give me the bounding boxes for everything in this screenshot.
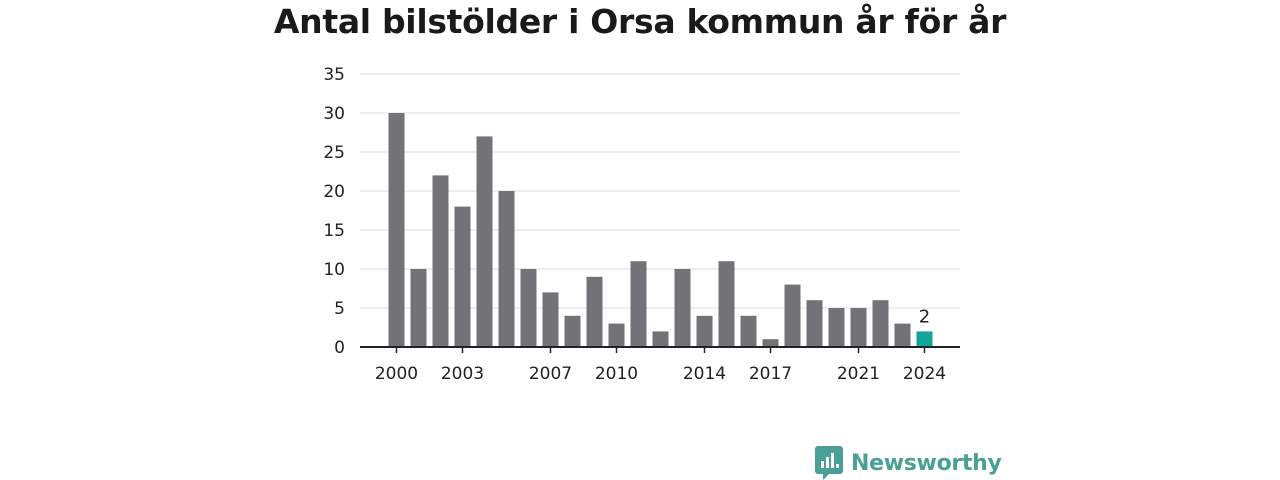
data-label-2024: 2 — [919, 306, 930, 327]
bar-2010 — [608, 323, 625, 347]
bar-2011 — [630, 261, 647, 347]
bar-2020 — [828, 308, 845, 347]
gridlines — [360, 73, 960, 309]
y-tick-label-25: 25 — [323, 143, 345, 163]
x-tick-label-2003: 2003 — [441, 364, 484, 384]
y-tick-label-0: 0 — [334, 338, 345, 358]
bar-2018 — [784, 284, 801, 347]
x-tick-label-2000: 2000 — [375, 364, 418, 384]
bar-2023 — [894, 323, 911, 347]
bar-2002 — [432, 175, 449, 347]
axes — [360, 346, 960, 353]
brand-name: Newsworthy — [851, 450, 1002, 476]
bar-2024 — [916, 331, 933, 347]
bar-2016 — [740, 315, 757, 347]
x-tick-label-2014: 2014 — [683, 364, 726, 384]
y-tick-label-5: 5 — [334, 299, 345, 319]
bar-2013 — [674, 269, 691, 347]
x-tick-label-2017: 2017 — [749, 364, 792, 384]
bar-2000 — [388, 113, 405, 347]
labels: 0 5 10 15 20 25 30 35 2000 2003 2007 2010 2014 2017 20… — [323, 65, 946, 384]
bar-2003 — [454, 206, 471, 347]
x-tick-label-2024: 2024 — [903, 364, 946, 384]
bar-2009 — [586, 276, 603, 347]
bar-2021 — [850, 308, 867, 347]
brand: Newsworthy — [815, 446, 1002, 480]
bar-2006 — [520, 269, 537, 347]
bar-2007 — [542, 292, 559, 347]
y-tick-label-20: 20 — [323, 182, 345, 202]
bars — [388, 113, 933, 347]
bar-2008 — [564, 315, 581, 347]
x-tick-label-2021: 2021 — [837, 364, 880, 384]
bar-2019 — [806, 300, 823, 347]
bar-2005 — [498, 191, 515, 347]
newsworthy-logo-icon — [815, 446, 843, 480]
bar-2017 — [762, 339, 779, 347]
bar-2022 — [872, 300, 889, 347]
y-tick-label-35: 35 — [323, 65, 345, 85]
bar-2001 — [410, 269, 427, 347]
y-tick-label-15: 15 — [323, 221, 345, 241]
bar-2012 — [652, 331, 669, 347]
bar-2004 — [476, 136, 493, 347]
bar-2014 — [696, 315, 713, 347]
y-tick-label-30: 30 — [323, 104, 345, 124]
x-tick-label-2010: 2010 — [595, 364, 638, 384]
chart-title: Antal bilstölder i Orsa kommun år för år — [273, 2, 1007, 41]
bar-2015 — [718, 261, 735, 347]
x-tick-label-2007: 2007 — [529, 364, 572, 384]
y-tick-label-10: 10 — [323, 260, 345, 280]
